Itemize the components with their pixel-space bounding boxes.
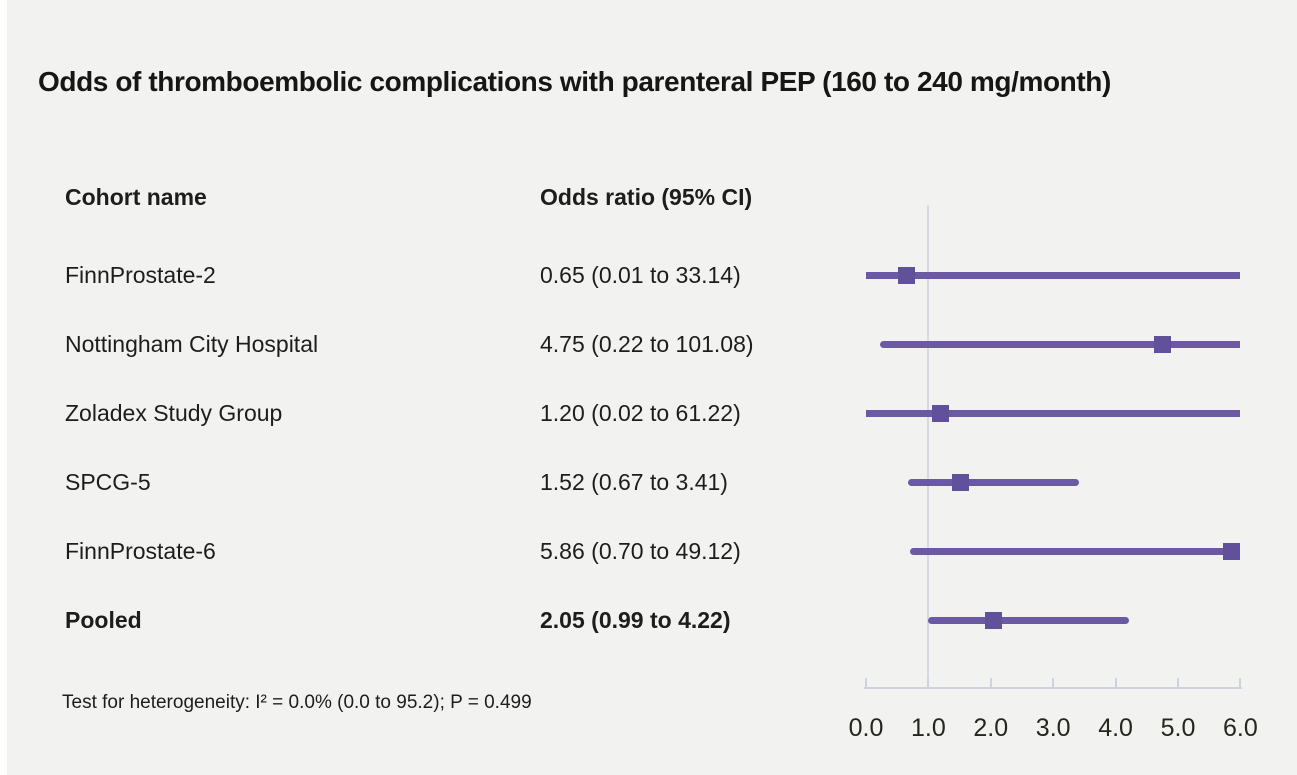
axis-tick-label: 4.0 bbox=[1098, 714, 1133, 742]
axis-tick-label: 3.0 bbox=[1035, 714, 1071, 742]
axis-tick bbox=[1177, 678, 1179, 688]
cohort-label: Nottingham City Hospital bbox=[65, 331, 319, 357]
table-row: Nottingham City Hospital 4.75 (0.22 to 1… bbox=[65, 327, 845, 361]
or-ci-value: 1.52 (0.67 to 3.41) bbox=[540, 469, 728, 495]
estimate-marker bbox=[1223, 542, 1241, 560]
cohort-label: Zoladex Study Group bbox=[65, 400, 283, 426]
axis-tick-label: 0.0 bbox=[848, 714, 884, 742]
estimate-marker bbox=[952, 473, 970, 491]
page-edge-strip bbox=[0, 0, 7, 775]
x-axis-baseline bbox=[864, 687, 1243, 689]
table-row: Zoladex Study Group 1.20 (0.02 to 61.22) bbox=[65, 396, 845, 430]
heterogeneity-footnote: Test for heterogeneity: I² = 0.0% (0.0 t… bbox=[62, 692, 532, 713]
or-ci-value: 2.05 (0.99 to 4.22) bbox=[540, 607, 731, 633]
table-row: SPCG-5 1.52 (0.67 to 3.41) bbox=[65, 465, 845, 499]
ci-line bbox=[866, 271, 1241, 279]
column-header-cohort-name: Cohort name bbox=[65, 184, 207, 210]
or-ci-value: 4.75 (0.22 to 101.08) bbox=[540, 331, 754, 357]
axis-tick-label: 2.0 bbox=[973, 714, 1009, 742]
axis-tick bbox=[1239, 678, 1242, 688]
axis-tick bbox=[927, 678, 930, 688]
cohort-label: FinnProstate-6 bbox=[65, 538, 216, 564]
axis-tick-label: 5.0 bbox=[1160, 714, 1196, 742]
axis-tick bbox=[865, 678, 867, 688]
estimate-marker bbox=[1153, 335, 1171, 353]
axis-tick bbox=[1052, 678, 1055, 688]
ci-line bbox=[907, 478, 1079, 486]
reference-line bbox=[927, 205, 930, 688]
table-row: FinnProstate-2 0.65 (0.01 to 33.14) bbox=[65, 258, 845, 292]
cohort-label: SPCG-5 bbox=[65, 469, 151, 495]
column-header-odds-ratio: Odds ratio (95% CI) bbox=[540, 184, 753, 210]
cohort-label: Pooled bbox=[65, 607, 142, 633]
axis-tick-label: 6.0 bbox=[1223, 714, 1258, 742]
estimate-marker bbox=[985, 611, 1003, 629]
axis-tick-label: 1.0 bbox=[911, 714, 946, 742]
table-row: Pooled 2.05 (0.99 to 4.22) bbox=[65, 603, 845, 637]
axis-tick bbox=[1114, 678, 1117, 688]
ci-line bbox=[927, 616, 1130, 624]
or-ci-value: 5.86 (0.70 to 49.12) bbox=[540, 538, 741, 564]
cohort-label: FinnProstate-2 bbox=[65, 262, 216, 288]
chart-title: Odds of thromboembolic complications wit… bbox=[38, 66, 1111, 97]
or-ci-value: 0.65 (0.01 to 33.14) bbox=[540, 262, 741, 288]
table-row: FinnProstate-6 5.86 (0.70 to 49.12) bbox=[65, 534, 845, 568]
estimate-marker bbox=[898, 266, 916, 284]
axis-tick bbox=[989, 678, 992, 688]
estimate-marker bbox=[932, 404, 950, 422]
ci-line bbox=[879, 340, 1241, 348]
ci-line bbox=[866, 409, 1241, 417]
ci-line bbox=[909, 547, 1241, 555]
or-ci-value: 1.20 (0.02 to 61.22) bbox=[540, 400, 741, 426]
